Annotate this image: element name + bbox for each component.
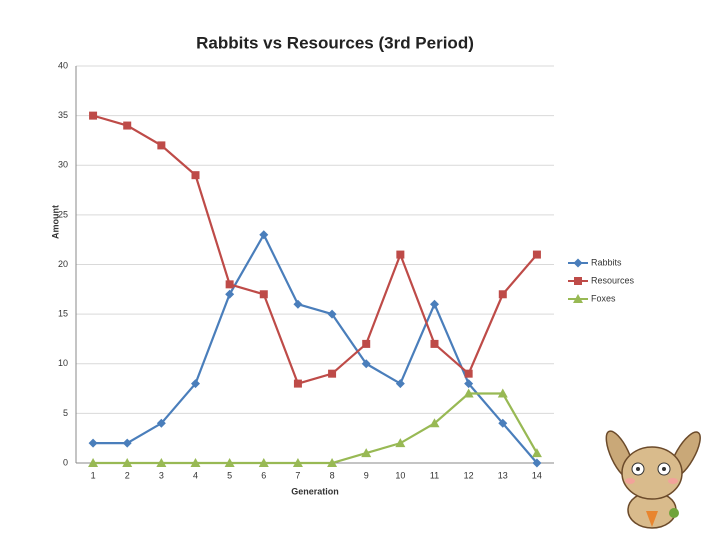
data-point (497, 388, 508, 398)
data-point (430, 339, 439, 348)
y-tick-label: 10 (58, 358, 68, 368)
data-point (464, 379, 474, 389)
legend-label: Rabbits (591, 257, 622, 267)
data-point (292, 458, 303, 467)
x-tick-label: 7 (295, 470, 300, 480)
data-point (327, 309, 337, 319)
y-tick-label: 0 (63, 457, 68, 467)
data-point (190, 458, 201, 467)
data-point (88, 458, 99, 467)
x-axis-label: Generation (291, 486, 339, 496)
data-point (361, 359, 371, 369)
y-tick-label: 15 (58, 309, 68, 319)
data-point (430, 299, 439, 309)
data-point (259, 230, 269, 240)
chart-title: Rabbits vs Resources (3rd Period) (196, 33, 474, 52)
x-tick-label: 5 (227, 470, 232, 480)
y-tick-label: 40 (58, 60, 68, 70)
data-point (156, 418, 166, 428)
y-axis-label: Amount (50, 205, 60, 239)
y-tick-label: 20 (58, 259, 68, 269)
data-point (463, 388, 474, 398)
data-point (498, 418, 508, 428)
data-point (122, 438, 132, 448)
data-point (122, 458, 133, 467)
data-point (395, 379, 405, 389)
y-tick-label: 35 (58, 110, 68, 120)
data-point (361, 448, 372, 458)
data-point (362, 339, 371, 348)
data-point (88, 438, 98, 448)
y-tick-label: 25 (58, 209, 68, 219)
legend-marker (573, 294, 583, 303)
data-point (327, 458, 338, 467)
data-point (225, 280, 234, 289)
x-tick-label: 1 (91, 470, 96, 480)
legend-marker (574, 277, 582, 285)
data-point (464, 369, 473, 378)
data-point (258, 458, 269, 467)
data-point (157, 141, 166, 150)
data-point (191, 171, 200, 180)
bunny (605, 430, 701, 529)
data-point (89, 111, 98, 120)
x-tick-label: 10 (395, 470, 405, 480)
series-line (93, 232, 538, 464)
legend-label: Foxes (591, 293, 616, 303)
data-point (156, 458, 167, 467)
x-tick-label: 6 (261, 470, 266, 480)
data-point (498, 290, 507, 299)
x-tick-label: 8 (330, 470, 335, 480)
x-tick-label: 3 (159, 470, 164, 480)
data-point (531, 448, 542, 458)
data-point (293, 379, 302, 388)
x-tick-label: 4 (193, 470, 198, 480)
data-point (224, 458, 235, 467)
data-point (191, 379, 200, 389)
data-point (396, 250, 405, 259)
data-point (532, 458, 542, 468)
series-line (93, 392, 538, 465)
data-point (225, 289, 235, 299)
y-tick-label: 5 (63, 408, 68, 418)
data-point (395, 438, 406, 448)
x-tick-label: 11 (430, 470, 439, 480)
data-point (259, 290, 268, 299)
data-point (293, 299, 303, 309)
legend-marker (573, 258, 583, 268)
x-tick-label: 12 (464, 470, 474, 480)
legend-label: Resources (591, 275, 635, 285)
x-tick-label: 2 (125, 470, 130, 480)
x-tick-label: 14 (532, 470, 542, 480)
x-tick-label: 13 (498, 470, 508, 480)
data-point (532, 250, 541, 259)
x-tick-label: 9 (364, 470, 369, 480)
data-point (123, 121, 132, 130)
data-point (328, 369, 337, 378)
series-line (92, 114, 538, 385)
data-point (429, 418, 440, 428)
y-tick-label: 30 (58, 160, 68, 170)
